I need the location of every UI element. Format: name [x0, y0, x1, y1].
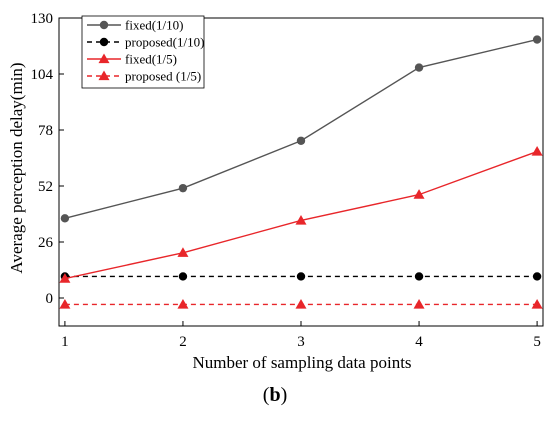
data-point: [177, 298, 189, 309]
data-point: [295, 298, 307, 309]
y-tick-label: 0: [46, 291, 54, 307]
figure-caption: (b): [0, 384, 550, 407]
legend-marker: [98, 70, 110, 81]
y-axis-label: Average perception delay(min): [7, 62, 26, 273]
data-point: [59, 298, 71, 309]
data-point: [295, 214, 307, 225]
data-point: [531, 146, 543, 156]
legend-label: proposed(1/10): [125, 35, 204, 50]
x-tick-label: 1: [61, 334, 69, 350]
caption-close: ): [280, 384, 288, 406]
x-tick-label: 2: [179, 334, 187, 350]
y-tick-label: 78: [38, 123, 53, 139]
data-point: [177, 247, 189, 257]
data-point: [178, 272, 188, 281]
series-2: [60, 272, 542, 281]
data-point: [413, 189, 425, 199]
series-4: [59, 298, 543, 309]
data-point: [531, 298, 543, 309]
caption-letter: b: [269, 384, 281, 406]
y-tick-label: 130: [31, 11, 54, 27]
y-tick-label: 104: [31, 67, 54, 83]
data-point: [60, 214, 70, 223]
data-point: [413, 298, 425, 309]
data-point: [59, 273, 71, 283]
legend-marker: [99, 37, 109, 47]
y-tick-label: 26: [38, 235, 54, 251]
legend-label: fixed(1/5): [125, 52, 177, 67]
legend-label: proposed (1/5): [125, 69, 201, 84]
legend: fixed(1/10) proposed(1/10) fixed(1/5) propo…: [81, 15, 204, 89]
series-layer: [59, 35, 543, 309]
series-1: [60, 35, 542, 223]
x-tick-label: 3: [297, 334, 305, 350]
data-point: [414, 63, 424, 72]
data-point: [296, 272, 306, 281]
data-point: [532, 272, 542, 281]
data-point: [178, 183, 188, 193]
legend-marker: [99, 20, 109, 30]
x-tick-label: 5: [533, 334, 541, 350]
series-3: [59, 146, 543, 283]
ticks: 0 26 52 78 104 130 1 2 3 4 5: [31, 11, 541, 350]
y-tick-label: 52: [38, 179, 53, 195]
caption-open: (: [262, 384, 270, 406]
legend-label: fixed(1/10): [125, 18, 183, 33]
data-point: [532, 35, 542, 44]
x-tick-label: 4: [415, 334, 423, 350]
data-point: [296, 136, 306, 145]
x-axis-label: Number of sampling data points: [192, 353, 411, 372]
legend-marker: [98, 53, 110, 64]
data-point: [414, 272, 424, 281]
